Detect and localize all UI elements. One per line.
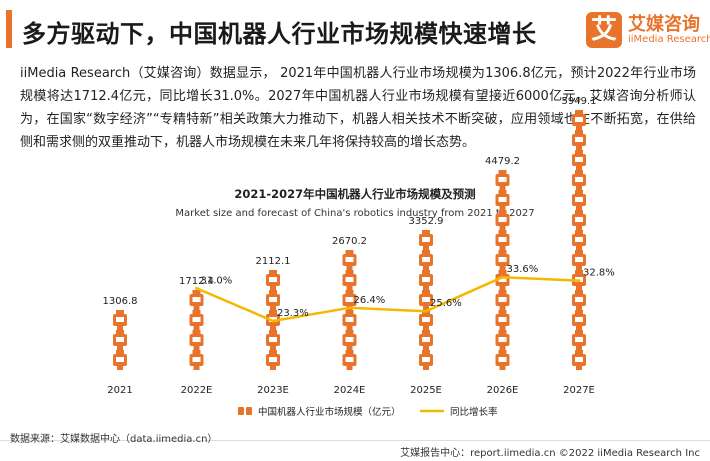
robot-unit-icon <box>572 230 586 250</box>
robot-unit-icon <box>572 150 586 170</box>
bar-value-label: 2112.1 <box>256 256 291 267</box>
robot-unit-icon <box>572 130 586 150</box>
robot-unit-icon <box>266 330 280 350</box>
robot-unit-icon <box>419 230 433 250</box>
robot-unit-icon <box>572 170 586 190</box>
robot-unit-icon <box>266 350 280 370</box>
robot-unit-icon <box>495 230 510 250</box>
robot-unit-icon <box>572 190 586 210</box>
growth-point <box>195 286 198 290</box>
data-source: 数据来源：艾媒数据中心（data.iimedia.cn） <box>10 434 218 445</box>
footer-divider <box>0 440 710 441</box>
robot-unit-icon <box>113 310 127 330</box>
growth-value-label: 32.8% <box>583 268 615 279</box>
robot-unit-icon <box>572 350 586 370</box>
robot-unit-icon <box>419 250 433 270</box>
growth-value-label: 25.6% <box>430 298 462 309</box>
chart-title: 2021-2027年中国机器人行业市场规模及预测 <box>234 187 476 201</box>
legend-bar-swatch <box>238 407 252 415</box>
bar-2023E <box>266 270 280 370</box>
x-tick-label: 2023E <box>257 385 289 396</box>
growth-point <box>577 279 581 283</box>
summary-paragraph: iiMedia Research（艾媒咨询）数据显示， 2021年中国机器人行业… <box>20 66 696 150</box>
x-tick-label: 2021 <box>107 385 132 396</box>
robot-unit-icon <box>495 330 510 350</box>
bar-2021 <box>113 310 127 370</box>
bar-2022E <box>189 290 204 370</box>
robot-unit-icon <box>495 190 510 210</box>
x-tick-label: 2025E <box>410 385 442 396</box>
robot-unit-icon <box>572 250 586 270</box>
legend-line-label: 同比增长率 <box>450 406 498 418</box>
robot-unit-icon <box>113 350 127 370</box>
robot-unit-icon <box>572 110 586 130</box>
growth-point <box>348 306 351 310</box>
robot-unit-icon <box>419 350 433 370</box>
robot-unit-icon <box>266 290 280 310</box>
robot-unit-icon <box>342 330 357 350</box>
robot-unit-icon <box>495 290 510 310</box>
growth-point <box>271 319 275 323</box>
bar-2024E <box>342 250 357 370</box>
bar-value-label: 2670.2 <box>332 236 367 247</box>
x-tick-label: 2022E <box>181 385 213 396</box>
x-tick-label: 2027E <box>563 385 595 396</box>
growth-value-label: 31.0% <box>201 275 233 286</box>
logo-name-en: iiMedia Research <box>628 34 710 45</box>
robot-unit-icon <box>495 310 510 330</box>
legend: 中国机器人行业市场规模（亿元） 同比增长率 <box>238 406 498 418</box>
brand-logo: 艾 艾媒咨询 iiMedia Research <box>586 10 710 50</box>
chart-subtitle: Market size and forecast of China's robo… <box>175 208 535 219</box>
report-center-link: 艾媒报告中心：report.iimedia.cn ©2022 iiMedia R… <box>400 448 700 459</box>
logo-icon: 艾 <box>586 12 622 48</box>
robot-unit-icon <box>189 310 204 330</box>
bar-value-label: 5949.1 <box>562 96 597 107</box>
robot-unit-icon <box>266 270 280 290</box>
bar-value-label: 4479.2 <box>485 156 520 167</box>
legend-bar-label: 中国机器人行业市场规模（亿元） <box>258 406 401 418</box>
bar-value-label: 3352.9 <box>409 216 444 227</box>
x-axis: 2021 2022E 2023E 2024E 2025E 2026E 2027E <box>107 385 595 396</box>
robot-unit-icon <box>419 290 433 310</box>
robot-unit-icon <box>572 290 586 310</box>
logo-name: 艾媒咨询 <box>628 14 700 35</box>
growth-line <box>196 275 580 323</box>
robot-unit-icon <box>572 330 586 350</box>
robot-unit-icon <box>495 210 510 230</box>
robot-unit-icon <box>342 310 357 330</box>
bar-series <box>113 110 586 370</box>
robot-unit-icon <box>342 250 357 270</box>
x-tick-label: 2024E <box>334 385 366 396</box>
bar-value-label: 1712.4 <box>179 276 214 287</box>
robot-unit-icon <box>572 210 586 230</box>
growth-point <box>424 309 428 313</box>
robot-unit-icon <box>342 350 357 370</box>
growth-value-label: 33.6% <box>507 264 539 275</box>
robot-unit-icon <box>189 290 204 310</box>
title-accent-bar <box>6 10 12 48</box>
robot-unit-icon <box>572 310 586 330</box>
robot-unit-icon <box>189 330 204 350</box>
robot-unit-icon <box>342 270 357 290</box>
robot-unit-icon <box>113 330 127 350</box>
growth-value-label: 26.4% <box>354 295 386 306</box>
robot-unit-icon <box>419 330 433 350</box>
robot-unit-icon <box>189 350 204 370</box>
bar-2025E <box>419 230 433 370</box>
page-title: 多方驱动下，中国机器人行业市场规模快速增长 <box>22 20 537 48</box>
robot-unit-icon <box>495 350 510 370</box>
x-tick-label: 2026E <box>487 385 519 396</box>
robot-unit-icon <box>495 170 510 190</box>
robot-unit-icon <box>495 250 510 270</box>
bar-2027E <box>572 110 586 370</box>
growth-point <box>501 275 504 279</box>
robot-unit-icon <box>419 270 433 290</box>
growth-value-label: 23.3% <box>277 308 309 319</box>
data-labels: 1306.8 1712.4 2112.1 2670.2 3352.9 4479.2 5949… <box>103 96 615 319</box>
growth-line-series <box>195 275 581 323</box>
robot-unit-icon <box>419 310 433 330</box>
bar-value-label: 1306.8 <box>103 296 138 307</box>
